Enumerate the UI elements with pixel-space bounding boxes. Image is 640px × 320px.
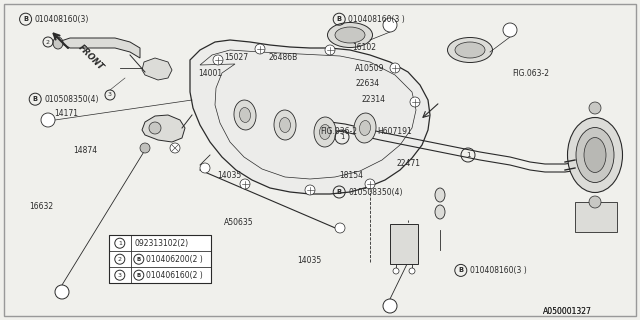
Text: 2: 2 <box>46 39 50 44</box>
Circle shape <box>149 122 161 134</box>
Circle shape <box>383 18 397 32</box>
Circle shape <box>255 44 265 54</box>
Ellipse shape <box>314 117 336 147</box>
Text: 010408160(3): 010408160(3) <box>35 15 89 24</box>
Bar <box>390 224 418 264</box>
Text: 22471: 22471 <box>397 159 421 168</box>
Text: 22634: 22634 <box>355 79 380 88</box>
Bar <box>109 267 131 283</box>
Circle shape <box>213 55 223 65</box>
Ellipse shape <box>280 117 291 132</box>
Bar <box>575 202 617 232</box>
Ellipse shape <box>360 121 371 135</box>
Text: A10509: A10509 <box>355 64 385 73</box>
Text: 2: 2 <box>118 257 122 262</box>
Polygon shape <box>190 40 430 194</box>
Text: 010508350(4): 010508350(4) <box>348 188 403 196</box>
Circle shape <box>55 285 69 299</box>
Circle shape <box>240 179 250 189</box>
Circle shape <box>410 97 420 107</box>
Bar <box>109 251 131 267</box>
Text: A050001327: A050001327 <box>543 307 591 316</box>
Text: 14874: 14874 <box>74 146 98 155</box>
Ellipse shape <box>335 27 365 43</box>
Circle shape <box>503 23 517 37</box>
Polygon shape <box>142 115 185 142</box>
Ellipse shape <box>435 205 445 219</box>
Circle shape <box>409 268 415 274</box>
Text: 14001: 14001 <box>198 69 223 78</box>
Circle shape <box>390 63 400 73</box>
Ellipse shape <box>234 100 256 130</box>
Polygon shape <box>58 38 140 58</box>
Text: A050001327: A050001327 <box>543 307 591 316</box>
Text: 010408160(3 ): 010408160(3 ) <box>348 15 405 24</box>
Ellipse shape <box>53 37 63 49</box>
Ellipse shape <box>319 124 330 140</box>
Text: 22314: 22314 <box>362 95 385 104</box>
Text: 16102: 16102 <box>352 44 376 52</box>
Text: H607191: H607191 <box>378 127 412 136</box>
Text: B: B <box>337 189 342 195</box>
Ellipse shape <box>447 37 493 62</box>
Ellipse shape <box>274 110 296 140</box>
Text: 3: 3 <box>108 92 112 98</box>
Text: B: B <box>337 16 342 22</box>
Text: 010508350(4): 010508350(4) <box>44 95 99 104</box>
Circle shape <box>140 143 150 153</box>
Text: 14035: 14035 <box>218 172 242 180</box>
Circle shape <box>335 223 345 233</box>
Text: 16632: 16632 <box>29 202 53 211</box>
Text: 1: 1 <box>340 134 344 140</box>
Text: 092313102(2): 092313102(2) <box>135 239 189 248</box>
Circle shape <box>170 143 180 153</box>
Ellipse shape <box>239 108 250 123</box>
Text: FIG.063-2: FIG.063-2 <box>512 69 549 78</box>
Text: 1: 1 <box>466 152 470 158</box>
Text: 010406200(2 ): 010406200(2 ) <box>146 255 202 264</box>
Text: B: B <box>137 273 141 278</box>
Text: 14171: 14171 <box>54 109 79 118</box>
Text: 3: 3 <box>118 273 122 278</box>
Ellipse shape <box>568 117 623 193</box>
Circle shape <box>589 196 601 208</box>
Ellipse shape <box>455 42 485 58</box>
Ellipse shape <box>354 113 376 143</box>
Circle shape <box>41 113 55 127</box>
Circle shape <box>393 268 399 274</box>
Circle shape <box>383 299 397 313</box>
Text: 14035: 14035 <box>298 256 322 265</box>
Bar <box>131 267 211 283</box>
Ellipse shape <box>328 22 372 47</box>
Bar <box>109 235 211 283</box>
Text: 1: 1 <box>118 241 122 246</box>
Circle shape <box>325 45 335 55</box>
Text: FIG.036-2: FIG.036-2 <box>320 127 357 136</box>
Text: B: B <box>458 268 463 273</box>
Circle shape <box>305 185 315 195</box>
Text: 010408160(3 ): 010408160(3 ) <box>470 266 527 275</box>
Bar <box>109 235 131 251</box>
Text: B: B <box>137 257 141 262</box>
Text: A50635: A50635 <box>224 218 253 227</box>
Ellipse shape <box>584 138 606 172</box>
Bar <box>131 251 211 267</box>
Ellipse shape <box>576 127 614 182</box>
Text: FRONT: FRONT <box>76 44 105 73</box>
Text: 18154: 18154 <box>339 172 364 180</box>
Text: 26486B: 26486B <box>269 53 298 62</box>
Text: B: B <box>33 96 38 102</box>
Circle shape <box>200 163 210 173</box>
Bar <box>131 235 211 251</box>
Ellipse shape <box>435 188 445 202</box>
Circle shape <box>365 179 375 189</box>
Circle shape <box>589 102 601 114</box>
Text: B: B <box>23 16 28 22</box>
Text: 010406160(2 ): 010406160(2 ) <box>146 271 202 280</box>
Polygon shape <box>142 58 172 80</box>
Text: 15027: 15027 <box>224 53 248 62</box>
